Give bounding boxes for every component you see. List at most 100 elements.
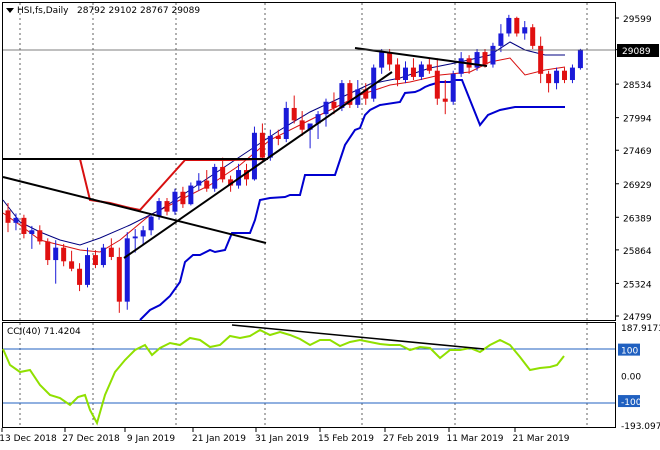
trendlines (2, 47, 488, 259)
time-tick-label: 27 Dec 2018 (62, 434, 120, 444)
candle (442, 80, 448, 115)
candle (363, 83, 369, 105)
cci-level-box (618, 395, 640, 408)
candle (5, 202, 11, 233)
candle (371, 64, 377, 102)
candle (140, 225, 146, 245)
time-tick-label: 21 Mar 2019 (512, 434, 569, 444)
candle (45, 238, 51, 266)
candle (100, 243, 106, 268)
candle (29, 225, 35, 249)
trendline-resistance[interactable] (354, 47, 488, 67)
price-tick-label: 25864 (623, 247, 652, 257)
symbol-label: HSI,fs,Daily (17, 6, 69, 16)
candle (514, 16, 520, 37)
candle (474, 48, 480, 71)
ema-navy-line (2, 41, 565, 246)
trendline-descending[interactable] (2, 176, 267, 244)
cci-tick-label: 100 (621, 347, 638, 357)
candle (379, 48, 385, 74)
candle (283, 101, 289, 143)
candle (188, 182, 194, 206)
candle (21, 214, 27, 239)
ema-red-line (2, 57, 566, 253)
cci-tick-label: 0.00 (621, 372, 641, 382)
candle (13, 213, 19, 231)
candle (77, 263, 83, 292)
candle (538, 36, 544, 84)
candle (196, 173, 202, 191)
cci-label: CCI(40) 71.4204 (7, 327, 81, 337)
candle (132, 229, 138, 253)
candle (530, 24, 536, 49)
candle (569, 64, 575, 84)
time-tick-label: 11 Mar 2019 (446, 434, 503, 444)
price-tick-label: 27994 (623, 115, 652, 125)
candle (347, 80, 353, 108)
candle (85, 247, 90, 288)
price-axis: 29599 28534 27994 27469 26929 26389 25864 25324… (615, 15, 652, 323)
candle (315, 111, 321, 140)
cci-axis: 187.9173 100 0.00 -100 -193.097 (618, 324, 660, 432)
candle (299, 111, 305, 136)
price-tick-label: 26929 (623, 181, 652, 191)
candle (482, 48, 488, 68)
cci-trendline[interactable] (231, 324, 485, 350)
candle (395, 58, 401, 87)
cci-tick-label: 187.9173 (621, 324, 660, 334)
cci-tick-label: -100 (621, 398, 642, 408)
indicator-panel-frame (2, 322, 616, 428)
main-panel-frame (2, 2, 616, 321)
candle (418, 61, 424, 81)
candle (37, 225, 43, 245)
vertical-grid (19, 3, 588, 427)
candle (498, 24, 504, 53)
candle (403, 61, 408, 84)
cci-level-box (618, 343, 640, 356)
ohlc-readout: 28792 29102 28767 29089 (77, 6, 200, 16)
time-tick-label: 13 Dec 2018 (0, 434, 57, 444)
candle (410, 58, 416, 81)
time-tick-label: 15 Feb 2019 (318, 434, 374, 444)
candle (490, 42, 496, 68)
candle (562, 67, 567, 84)
candle (259, 123, 265, 161)
candle (355, 80, 361, 108)
candle (172, 188, 178, 215)
triangle-down-icon[interactable] (6, 8, 14, 13)
candle (577, 48, 583, 70)
current-price-label: 29089 (622, 47, 651, 57)
candle (275, 129, 281, 146)
candle (53, 240, 59, 284)
candlesticks (5, 14, 583, 313)
price-tick-label: 29599 (623, 15, 652, 25)
candle (546, 70, 552, 93)
candle (331, 92, 337, 115)
candle (458, 52, 464, 77)
time-tick-label: 27 Feb 2019 (383, 434, 439, 444)
candle (116, 247, 122, 313)
candle (212, 163, 218, 192)
price-tick-label: 26389 (623, 214, 652, 224)
price-tick-label: 28534 (623, 81, 652, 91)
candle (180, 186, 186, 208)
candle (291, 95, 297, 124)
candle (323, 98, 329, 127)
candle (307, 123, 313, 149)
candle (108, 238, 114, 261)
candle (251, 126, 257, 181)
candle (450, 70, 456, 105)
time-tick-label: 21 Jan 2019 (192, 434, 246, 444)
candle (220, 157, 226, 183)
candle (164, 197, 170, 216)
time-axis: 13 Dec 2018 27 Dec 2018 9 Jan 2019 21 Jan 2… (0, 428, 570, 444)
candle (69, 250, 75, 272)
candle (244, 163, 249, 186)
candle (506, 14, 512, 37)
candle (148, 213, 154, 236)
candle (426, 58, 432, 74)
trendline-ascending[interactable] (123, 71, 393, 259)
candle (434, 58, 440, 105)
cci-line (2, 328, 565, 426)
